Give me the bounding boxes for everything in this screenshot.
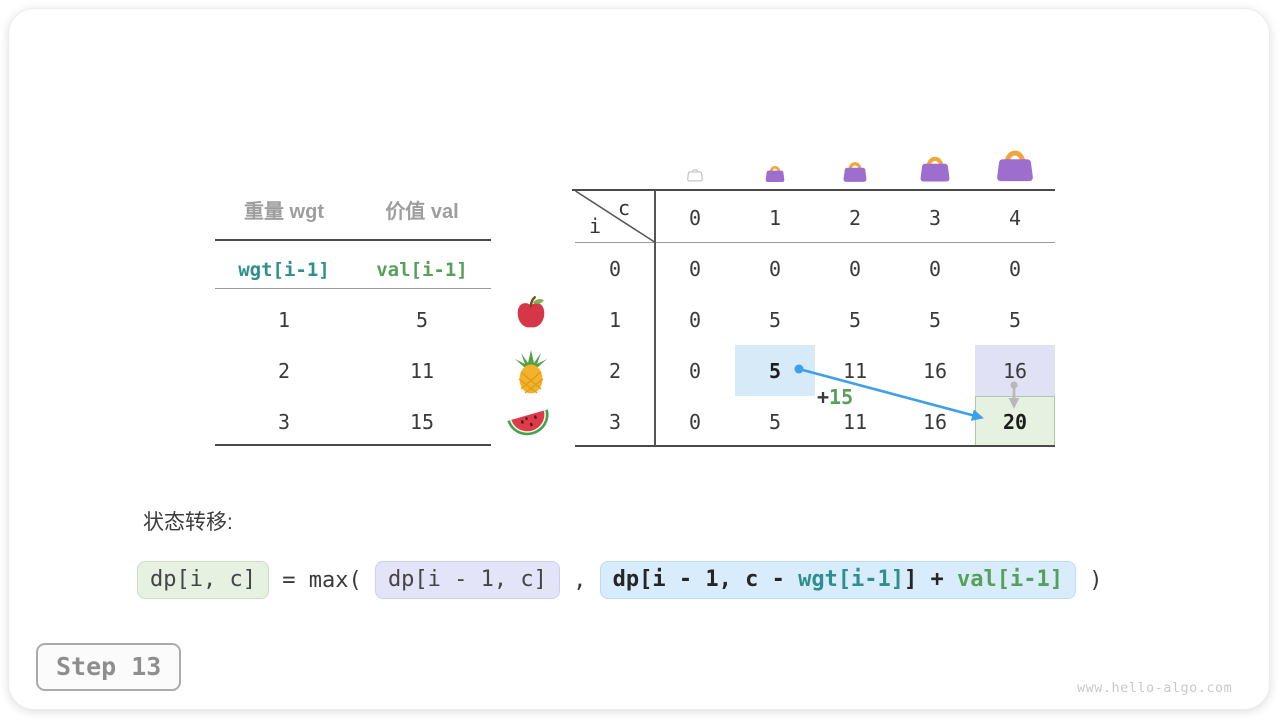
dp-cell-source-above: 16 [1002, 359, 1028, 383]
dp-cell: 11 [842, 359, 868, 383]
formula-arg2-prefix: dp[i - 1, c - [612, 567, 799, 592]
dp-table-rule-header [575, 242, 1055, 243]
dp-row-0: 0 0 0 0 0 0 [575, 253, 1055, 285]
dp-row-2: 2 0 5 11 16 16 [575, 355, 1055, 387]
dp-cell: 0 [688, 359, 702, 383]
dp-row-header-0: 0 [608, 257, 622, 281]
item-table-rule-mid [215, 288, 491, 289]
item-table-rule-bottom [215, 444, 491, 446]
item-val-2: 11 [409, 359, 435, 383]
item-table-row-2: 2 11 [215, 355, 491, 387]
transition-annotation: +15 [817, 385, 853, 409]
dp-cell: 0 [768, 257, 782, 281]
item-table-header: 重量 wgt 价值 val [215, 196, 491, 228]
dp-row-header-2: 2 [608, 359, 622, 383]
dp-cell: 5 [768, 410, 782, 434]
dp-cell: 5 [768, 308, 782, 332]
item-table-row-1: 1 5 [215, 304, 491, 336]
item-table-header-val: 价值 val [385, 201, 459, 223]
dp-row-3: 3 0 5 11 16 20 [575, 406, 1055, 438]
formula-arg1-box: dp[i - 1, c] [374, 561, 560, 599]
dp-cell: 16 [922, 359, 948, 383]
item-wgt-2: 2 [277, 359, 291, 383]
item-table-wgt-index: wgt[i-1] [238, 259, 330, 281]
plus-sign: + [817, 385, 830, 409]
dp-col-header-4: 4 [1008, 206, 1022, 230]
dp-table-vertical-rule [654, 190, 656, 446]
dp-cell: 0 [848, 257, 862, 281]
dp-col-header-0: 0 [688, 206, 702, 230]
formula-arg2-wgt: wgt[i-1] [798, 567, 905, 592]
dp-col-header-1: 1 [768, 206, 782, 230]
dp-cell: 0 [1008, 257, 1022, 281]
dp-cell: 0 [688, 308, 702, 332]
formula-arg2-box: dp[i - 1, c - wgt[i-1]] + val[i-1] [599, 561, 1076, 599]
dp-cell: 5 [848, 308, 862, 332]
dp-cell-target: 20 [1002, 410, 1028, 434]
dp-cell: 0 [688, 257, 702, 281]
item-table-index-row: wgt[i-1] val[i-1] [215, 254, 491, 286]
step-badge: Step 13 [36, 643, 182, 691]
formula-arg2-val: val[i-1] [957, 567, 1063, 592]
item-table-rule-top [215, 239, 491, 241]
item-table-val-index: val[i-1] [376, 259, 468, 281]
dp-row-header-1: 1 [608, 308, 622, 332]
state-transition-formula: dp[i, c] = max( dp[i - 1, c] , dp[i - 1,… [137, 559, 1103, 601]
dp-row-1: 1 0 5 5 5 5 [575, 304, 1055, 336]
dp-col-headers: 0 1 2 3 4 [655, 202, 1055, 234]
dp-corner-row-label: i [589, 214, 602, 238]
item-wgt-1: 1 [277, 308, 291, 332]
item-wgt-3: 3 [277, 410, 291, 434]
item-table-header-wgt: 重量 wgt [244, 201, 324, 223]
dp-table-rule-top [572, 189, 1055, 191]
dp-cell-source-left: 5 [768, 359, 782, 383]
added-value: 15 [829, 385, 854, 409]
formula-comma: , [559, 567, 600, 593]
dp-cell: 16 [922, 410, 948, 434]
dp-cell: 0 [928, 257, 942, 281]
dp-cell: 5 [928, 308, 942, 332]
item-val-1: 5 [415, 308, 429, 332]
dp-table-rule-bottom [575, 445, 1055, 447]
dp-cell: 0 [688, 410, 702, 434]
dp-cell: 5 [1008, 308, 1022, 332]
watermark: www.hello-algo.com [1077, 680, 1233, 696]
dp-row-header-3: 3 [608, 410, 622, 434]
item-table-row-3: 3 15 [215, 406, 491, 438]
formula-arg2-bracket-plus: ] + [904, 567, 958, 592]
item-val-3: 15 [409, 410, 435, 434]
dp-corner-col-label: c [618, 196, 631, 220]
formula-equals-max: = max( [268, 567, 375, 593]
dp-col-header-2: 2 [848, 206, 862, 230]
dp-col-header-3: 3 [928, 206, 942, 230]
state-transition-caption: 状态转移: [143, 511, 233, 534]
dp-cell: 11 [842, 410, 868, 434]
formula-close-paren: ) [1076, 567, 1103, 593]
formula-lhs-box: dp[i, c] [137, 561, 269, 599]
